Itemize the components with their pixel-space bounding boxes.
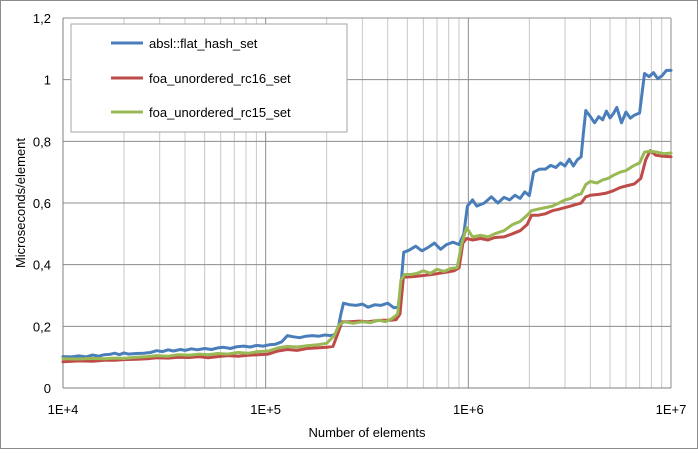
x-tick-label: 1E+5: [250, 402, 281, 417]
y-axis-title: Microseconds/element: [13, 138, 28, 268]
x-axis-title: Number of elements: [308, 425, 426, 440]
x-tick-label: 1E+4: [48, 402, 79, 417]
legend-item-absl: absl::flat_hash_set: [111, 36, 258, 51]
y-tick-label: 0,2: [33, 319, 51, 334]
legend-label: foa_unordered_rc16_set: [149, 71, 291, 86]
y-tick-label: 0: [44, 381, 51, 396]
y-tick-label: 0,4: [33, 258, 51, 273]
x-tick-label: 1E+6: [453, 402, 484, 417]
y-tick-label: 0,6: [33, 196, 51, 211]
x-tick-label: 1E+7: [656, 402, 687, 417]
y-tick-label: 1,2: [33, 11, 51, 26]
legend: absl::flat_hash_set foa_unordered_rc16_s…: [70, 23, 348, 133]
y-tick-label: 1: [44, 73, 51, 88]
tick-labels: 0 0,2 0,4 0,6 0,8 1 1,2 1E+4 1E+5 1E+6 1E+7: [33, 11, 686, 417]
axes: [62, 18, 671, 389]
legend-item-rc15: foa_unordered_rc15_set: [111, 105, 291, 120]
legend-label: foa_unordered_rc15_set: [149, 105, 291, 120]
series-group: [61, 68, 673, 364]
series-line-foa-unordered-rc15-set: [61, 149, 673, 361]
y-tick-label: 0,8: [33, 134, 51, 149]
legend-item-rc16: foa_unordered_rc16_set: [111, 71, 291, 86]
series-line-foa-unordered-rc16-set: [61, 149, 673, 364]
legend-label: absl::flat_hash_set: [149, 36, 258, 51]
